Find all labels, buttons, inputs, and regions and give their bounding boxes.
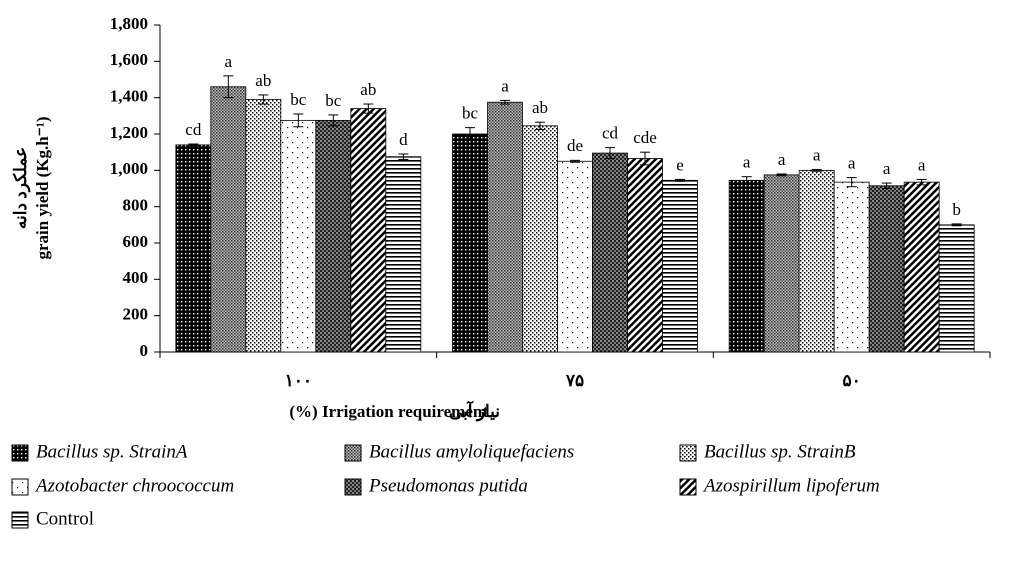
bar: [175, 144, 212, 353]
bar: [487, 101, 523, 353]
significance-letter: ab: [532, 98, 548, 117]
significance-letter: a: [225, 52, 233, 71]
legend-swatch: [679, 478, 697, 496]
y-tick-label: 0: [140, 341, 149, 360]
legend-label: Bacillus sp. StrainB: [704, 441, 856, 462]
significance-letter: cd: [602, 124, 619, 143]
bar: [903, 181, 940, 353]
bar: [868, 185, 905, 353]
legend-swatch: [11, 511, 29, 529]
x-tick-label: ۵۰: [843, 371, 861, 390]
x-tick-label: ۷۵: [565, 371, 584, 390]
significance-letter: e: [676, 155, 684, 174]
significance-letter: b: [952, 200, 961, 219]
bar: [833, 181, 870, 353]
bar: [627, 158, 663, 353]
bar: [350, 108, 387, 353]
x-axis-label: (%) Irrigation requirement: [289, 402, 488, 421]
legend-swatch: [11, 444, 29, 462]
significance-letter: ab: [255, 71, 271, 90]
y-tick-label: 400: [123, 268, 149, 287]
bar: [245, 99, 282, 353]
bar: [938, 224, 975, 353]
legend-swatch: [11, 478, 29, 496]
significance-letter: bc: [325, 91, 342, 110]
significance-letter: ab: [360, 80, 376, 99]
significance-letter: d: [399, 130, 408, 149]
bar: [557, 160, 593, 353]
significance-letter: a: [813, 145, 821, 164]
bar: [592, 152, 628, 353]
significance-letter: a: [501, 76, 509, 95]
y-tick-label: 1,400: [110, 87, 148, 106]
significance-letter: cde: [633, 128, 657, 147]
bar: [280, 119, 317, 353]
significance-letter: de: [567, 136, 583, 155]
bar: [763, 174, 800, 353]
significance-letter: a: [883, 159, 891, 178]
y-axis-label-fa: عملکرد دانه: [11, 147, 31, 229]
x-tick-label: ۱۰۰: [285, 371, 312, 390]
legend-swatch: [679, 444, 697, 462]
y-axis-label: grain yield (Kg.h⁻¹): [33, 117, 52, 260]
significance-letter: cd: [185, 120, 202, 139]
y-tick-label: 800: [123, 196, 149, 215]
significance-letter: a: [778, 150, 786, 169]
significance-letter: a: [848, 154, 856, 173]
bar: [662, 179, 698, 353]
legend-label: Pseudomonas putida: [368, 475, 528, 496]
bar: [452, 133, 488, 353]
legend-label: Bacillus sp. StrainA: [36, 441, 188, 462]
legend-swatch: [344, 444, 362, 462]
legend-label: Azotobacter chroococcum: [34, 475, 234, 496]
bar: [210, 86, 247, 353]
significance-letter: bc: [462, 104, 479, 123]
bar: [728, 179, 765, 353]
y-tick-label: 1,000: [110, 159, 148, 178]
legend-label: Bacillus amyloliquefaciens: [369, 441, 574, 462]
significance-letter: a: [918, 155, 926, 174]
y-tick-label: 600: [123, 232, 149, 251]
legend-swatch: [344, 478, 362, 496]
significance-letter: a: [743, 153, 751, 172]
bar: [522, 125, 558, 353]
y-tick-label: 200: [123, 305, 149, 324]
y-tick-label: 1,200: [110, 123, 148, 142]
bar: [385, 156, 422, 353]
significance-letter: bc: [290, 90, 307, 109]
legend-label: Control: [36, 508, 94, 529]
bar: [798, 169, 835, 353]
bar: [315, 119, 352, 353]
legend-label: Azospirillum lipoferum: [702, 475, 880, 496]
y-tick-label: 1,600: [110, 50, 148, 69]
y-tick-label: 1,800: [110, 14, 148, 33]
x-axis-label-fa: نیاز آبی: [449, 400, 500, 422]
